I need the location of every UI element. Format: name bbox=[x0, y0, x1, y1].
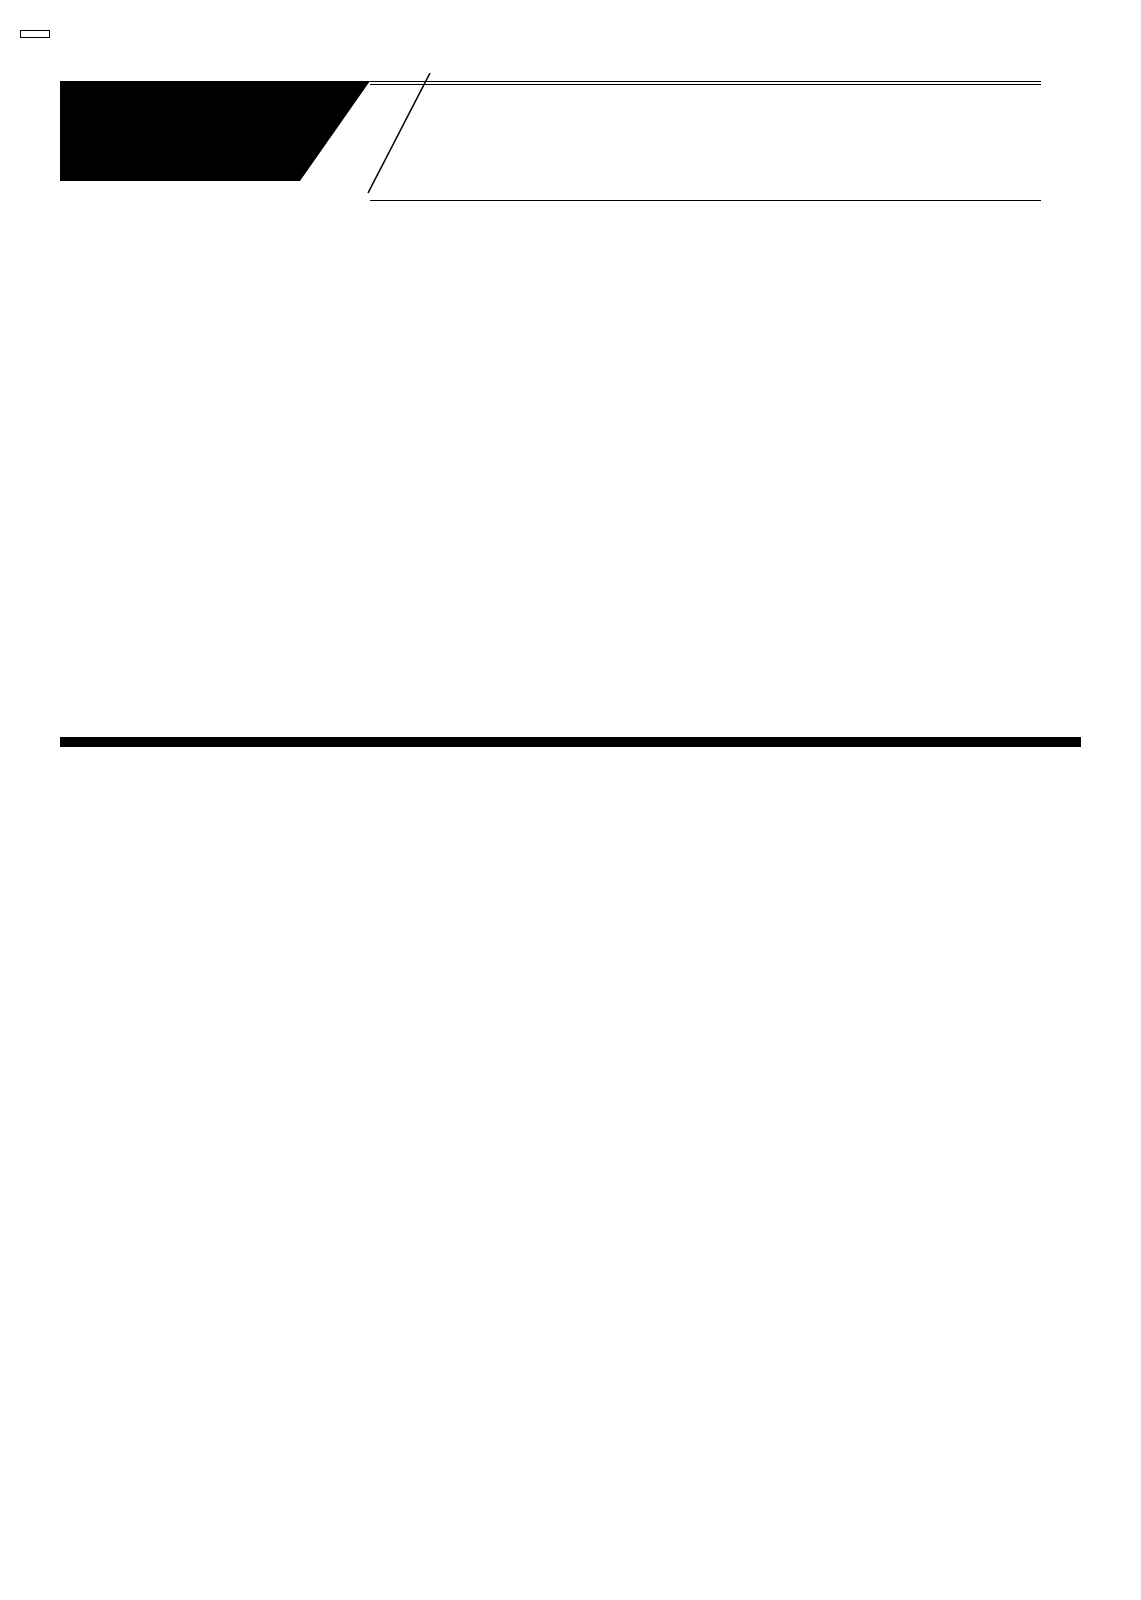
datasheet-page bbox=[0, 0, 1141, 773]
package-block bbox=[530, 427, 1081, 707]
diagrams-row bbox=[60, 427, 1081, 707]
package-diagram bbox=[530, 435, 1000, 635]
logo-triangle bbox=[60, 81, 370, 191]
equiv-circuit-block bbox=[60, 427, 500, 707]
footer-bar bbox=[60, 737, 1081, 747]
header-block bbox=[60, 81, 1081, 201]
title-box bbox=[370, 81, 1041, 201]
equiv-circuit-diagram bbox=[60, 447, 500, 707]
sanyo-logo bbox=[60, 109, 92, 125]
part-description bbox=[370, 85, 1041, 119]
ordering-number-box bbox=[20, 30, 50, 38]
